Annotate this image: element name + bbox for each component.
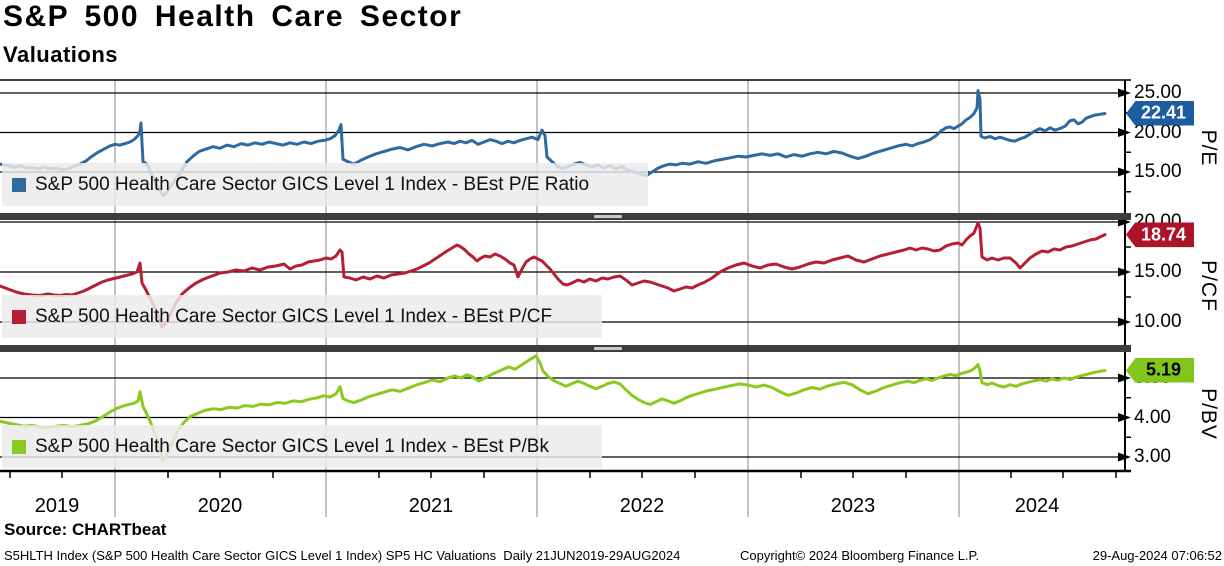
x-year-label-2024: 2024 xyxy=(1014,495,1060,517)
y-tick-label-pcf: 10.00 xyxy=(1134,311,1182,332)
x-year-label-2023: 2023 xyxy=(830,495,876,517)
x-year-label-2021: 2021 xyxy=(408,495,454,517)
footer-copyright: Copyright© 2024 Bloomberg Finance L.P. xyxy=(740,548,980,563)
y-tick-label-pbv: 3.00 xyxy=(1134,446,1171,467)
y-tick-label-pe: 20.00 xyxy=(1134,121,1182,143)
pe-legend-marker-icon xyxy=(12,177,26,192)
axis-label-pbv: P/BV xyxy=(1197,388,1220,441)
legend-item-pe[interactable]: S&P 500 Health Care Sector GICS Level 1 … xyxy=(2,163,648,206)
x-year-label-2019: 2019 xyxy=(34,495,80,517)
y-tick-label-pcf: 15.00 xyxy=(1134,261,1182,282)
pcf-legend-marker-icon xyxy=(12,309,26,324)
last-value-badge-pcf: 18.74 xyxy=(1126,222,1194,248)
y-tick-label-pbv: 4.00 xyxy=(1134,406,1171,428)
axis-label-pcf: P/CF xyxy=(1197,259,1220,312)
source-line: Source: CHARTbeat xyxy=(4,520,167,539)
axis-label-pe: P/E xyxy=(1197,129,1220,167)
pbv-legend-marker-icon xyxy=(12,439,26,454)
pbv-legend-label: S&P 500 Health Care Sector GICS Level 1 … xyxy=(35,435,549,457)
y-tick-label-pe: 25.00 xyxy=(1134,82,1182,103)
legend-item-pbv[interactable]: S&P 500 Health Care Sector GICS Level 1 … xyxy=(2,425,602,468)
page-subtitle: Valuations xyxy=(3,42,119,67)
y-tick-label-pe: 15.00 xyxy=(1134,161,1182,182)
x-year-label-2020: 2020 xyxy=(197,495,243,517)
panel-divider-grip xyxy=(594,347,622,350)
pe-legend-label: S&P 500 Health Care Sector GICS Level 1 … xyxy=(35,173,590,195)
last-value-badge-pbv: 5.19 xyxy=(1126,357,1194,383)
footer-timestamp: 29-Aug-2024 07:06:52 xyxy=(1092,548,1222,563)
footer-ticker-info: S5HLTH Index (S&P 500 Health Care Sector… xyxy=(4,548,681,563)
panel-divider-bar xyxy=(0,345,1131,352)
x-year-label-2022: 2022 xyxy=(619,495,665,517)
legend-item-pcf[interactable]: S&P 500 Health Care Sector GICS Level 1 … xyxy=(2,295,602,338)
panel-divider-bar xyxy=(0,213,1131,220)
pcf-legend-label: S&P 500 Health Care Sector GICS Level 1 … xyxy=(35,305,553,327)
last-value-badge-pe: 22.41 xyxy=(1126,100,1194,126)
page-title: S&P 500 Health Care Sector xyxy=(3,0,463,33)
panel-divider-grip xyxy=(594,215,622,218)
